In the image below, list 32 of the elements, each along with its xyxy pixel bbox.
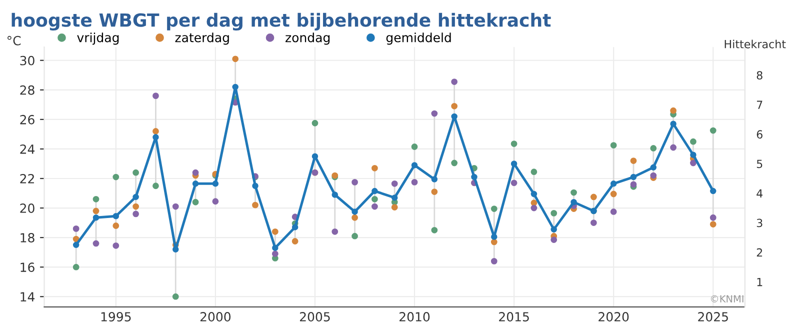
annotation: ©KNMI [710,295,744,302]
y2-tick-label: 6 [756,130,762,139]
y-tick-label: 28 [20,85,34,95]
y-tick-label: 16 [20,262,34,272]
y2-tick-label: 5 [756,160,762,168]
y2-axis-title: Hittekracht [724,40,786,48]
y-tick-label: 20 [20,203,34,213]
y2-tick-label: 3 [756,218,762,228]
y-tick-label: 30 [20,56,34,66]
x-tick-label: 2025 [698,312,728,322]
y2-tick-label: 8 [756,71,762,80]
legend-label: zaterdag [175,32,229,45]
legend-label: gemiddeld [386,32,451,45]
y-axis-title: °C [8,36,21,46]
x-tick-label: 2000 [200,312,231,322]
x-tick-label: 2015 [499,312,529,322]
y-tick-label: 18 [20,233,34,242]
y-tick-label: 22 [20,174,34,184]
legend-label: vrijdag [77,32,119,45]
y2-tick-label: 4 [756,189,763,198]
y-tick-label: 24 [20,144,35,154]
x-tick-label: 2005 [300,312,330,322]
y2-tick-label: 7 [756,100,762,109]
y2-tick-label: 1 [757,278,762,286]
y-tick-label: 14 [20,292,35,302]
y2-tick-label: 2 [756,248,762,257]
chart-title: hoogste WBGT per dag met bijbehorende hittekracht [12,12,551,31]
legend-label: zondag [286,32,330,45]
x-tick-label: 2010 [400,312,430,322]
x-tick-label: 2020 [598,312,629,322]
y-tick-label: 26 [20,114,34,124]
x-tick-label: 1995 [101,312,131,322]
